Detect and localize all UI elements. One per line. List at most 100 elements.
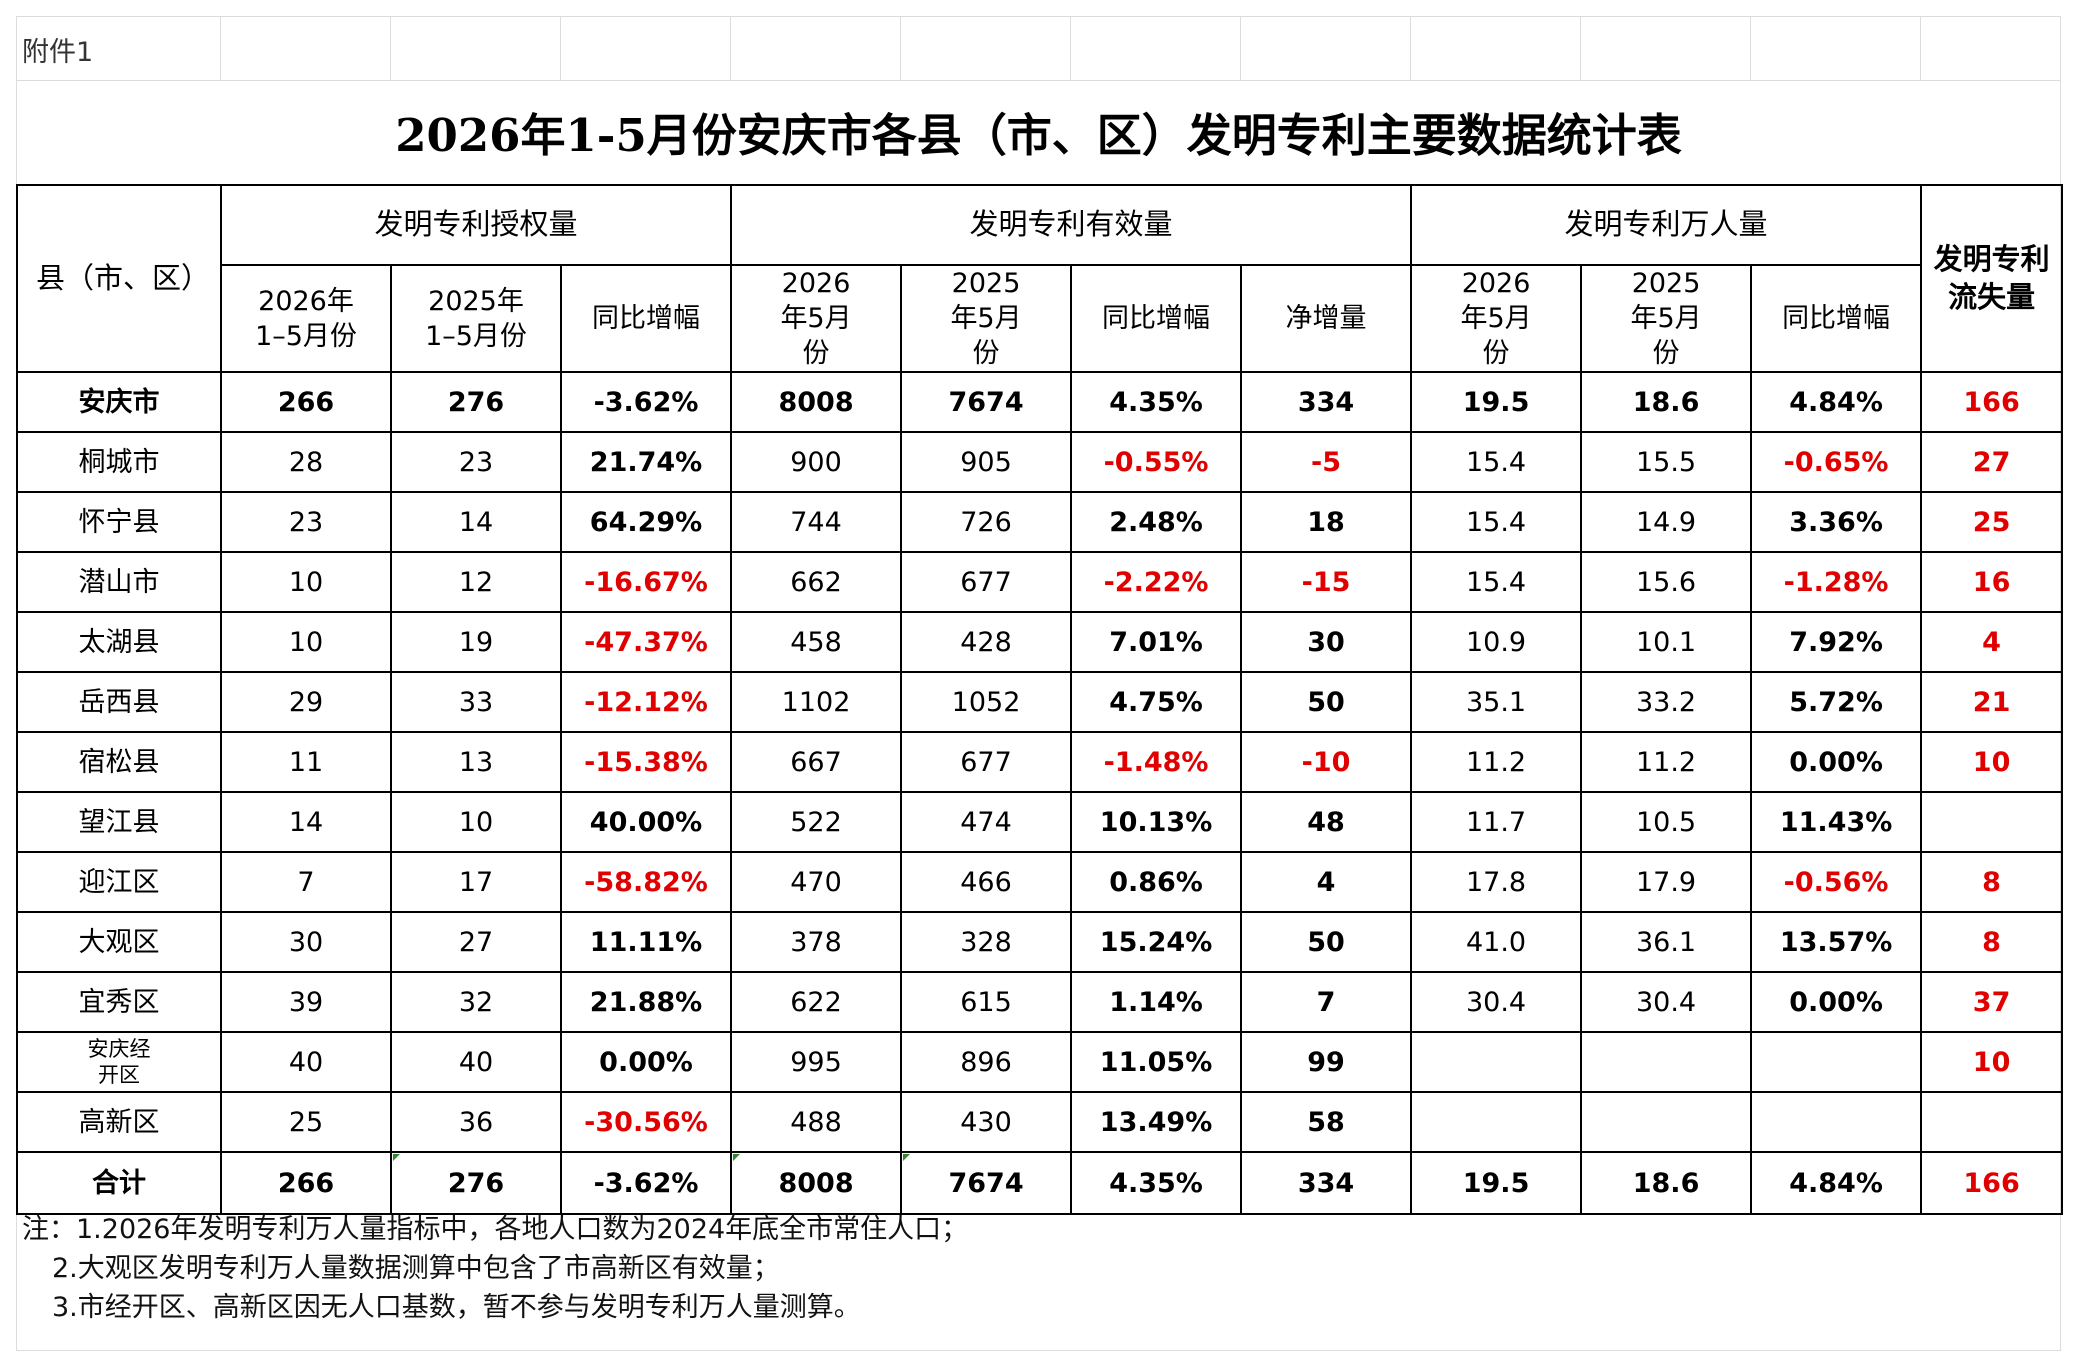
- cell-per-2026: 17.8: [1410, 851, 1583, 914]
- cell-auth-2026: 266: [220, 371, 392, 434]
- cell-valid-net: 30: [1240, 611, 1413, 674]
- cell-valid-yoy: 7.01%: [1070, 611, 1243, 674]
- header-auth-2026: 2026年1–5月份: [220, 263, 392, 374]
- footnote-3: 3.市经开区、高新区因无人口基数，暂不参与发明专利万人量测算。: [52, 1292, 861, 1323]
- header-valid-net: 净增量: [1240, 263, 1413, 374]
- cell-auth-2025: 13: [390, 731, 562, 794]
- cell-per-yoy: 0.00%: [1750, 731, 1923, 794]
- cell-valid-net: 48: [1240, 791, 1413, 854]
- cell-valid-yoy: -1.48%: [1070, 731, 1243, 794]
- cell-valid-yoy: -2.22%: [1070, 551, 1243, 614]
- cell-auth-yoy: -3.62%: [559, 371, 733, 434]
- cell-per-2026: 30.4: [1410, 971, 1583, 1034]
- cell-per-2025: [1580, 1031, 1753, 1094]
- cell-valid-net: 58: [1240, 1091, 1413, 1154]
- cell-valid-yoy: 15.24%: [1070, 911, 1243, 974]
- page-title: 2026年1-5月份安庆市各县（市、区）发明专利主要数据统计表: [395, 109, 1682, 162]
- header-row-columns: 2026年1–5月份 2025年1–5月份 同比增幅 2026年5月份 2025…: [17, 263, 2062, 374]
- cell-auth-yoy: -47.37%: [559, 611, 733, 674]
- region-name: 望江县: [16, 791, 222, 854]
- cell-auth-yoy: -16.67%: [559, 551, 733, 614]
- region-name: 安庆市: [16, 371, 222, 434]
- header-per-yoy: 同比增幅: [1750, 263, 1923, 374]
- cell-loss: [1920, 1091, 2064, 1154]
- cell-auth-yoy: -15.38%: [559, 731, 733, 794]
- cell-valid-2026: 470: [730, 851, 903, 914]
- cell-per-2026: 19.5: [1410, 1151, 1583, 1216]
- region-name: 合计: [16, 1151, 222, 1216]
- cell-per-yoy: 7.92%: [1750, 611, 1923, 674]
- table-row: 合计 266 276 -3.62% 8008 7674 4.35% 334 19.5 18.6 4.…: [16, 1151, 2064, 1216]
- cell-valid-yoy: 11.05%: [1070, 1031, 1243, 1094]
- header-per-2026: 2026年5月份: [1410, 263, 1583, 374]
- cell-per-2025: 18.6: [1580, 371, 1753, 434]
- table-row: 宿松县 11 13 -15.38% 667 677 -1.48% -10 11.2 11.2 0.0…: [16, 731, 2064, 794]
- cell-valid-2025: 677: [900, 551, 1073, 614]
- cell-valid-2025: 474: [900, 791, 1073, 854]
- cell-auth-2025: 27: [390, 911, 562, 974]
- cell-per-yoy: 11.43%: [1750, 791, 1923, 854]
- cell-auth-yoy: 40.00%: [559, 791, 733, 854]
- region-name: 桐城市: [16, 431, 222, 494]
- cell-auth-2026: 10: [220, 611, 392, 674]
- cell-per-2026: 11.7: [1410, 791, 1583, 854]
- table-row: 太湖县 10 19 -47.37% 458 428 7.01% 30 10.9 10.1 7.92%…: [16, 611, 2064, 674]
- region-name: 安庆经开区: [16, 1031, 222, 1094]
- cell-per-yoy: 13.57%: [1750, 911, 1923, 974]
- cell-auth-yoy: -12.12%: [559, 671, 733, 734]
- header-valid-yoy: 同比增幅: [1070, 263, 1243, 374]
- header-group-authorized: 发明专利授权量: [219, 184, 733, 266]
- cell-per-2025: 30.4: [1580, 971, 1753, 1034]
- cell-per-2025: 33.2: [1580, 671, 1753, 734]
- cell-valid-net: 4: [1240, 851, 1413, 914]
- cell-auth-yoy: 21.74%: [559, 431, 733, 494]
- cell-auth-2025: 14: [390, 491, 562, 554]
- cell-per-2025: 15.5: [1580, 431, 1753, 494]
- table-row: 桐城市 28 23 21.74% 900 905 -0.55% -5 15.4 15.5 -0.65…: [16, 431, 2064, 494]
- cell-valid-yoy: 4.35%: [1070, 1151, 1243, 1216]
- cell-valid-2026: 8008: [730, 371, 903, 434]
- cell-per-yoy: 5.72%: [1750, 671, 1923, 734]
- cell-auth-2026: 30: [220, 911, 392, 974]
- cell-per-2025: 17.9: [1580, 851, 1753, 914]
- footnotes: 注：1.2026年发明专利万人量指标中，各地人口数为2024年底全市常住人口； …: [22, 1210, 968, 1327]
- cell-auth-2025: 10: [390, 791, 562, 854]
- cell-per-yoy: 4.84%: [1750, 1151, 1923, 1216]
- footnote-1: 注：1.2026年发明专利万人量指标中，各地人口数为2024年底全市常住人口；: [22, 1214, 969, 1245]
- cell-valid-2026: 488: [730, 1091, 903, 1154]
- cell-per-2026: [1410, 1031, 1583, 1094]
- cell-per-yoy: -0.65%: [1750, 431, 1923, 494]
- cell-valid-2025: 328: [900, 911, 1073, 974]
- region-name: 潜山市: [16, 551, 222, 614]
- cell-valid-net: 7: [1240, 971, 1413, 1034]
- cell-auth-2025: 276: [390, 371, 562, 434]
- cell-valid-net: 18: [1240, 491, 1413, 554]
- table-row: 安庆经开区 40 40 0.00% 995 896 11.05% 99 10: [16, 1031, 2064, 1094]
- cell-valid-2026: 8008: [730, 1151, 903, 1216]
- cell-valid-2025: 428: [900, 611, 1073, 674]
- cell-valid-2025: 677: [900, 731, 1073, 794]
- cell-auth-2026: 25: [220, 1091, 392, 1154]
- cell-valid-yoy: 4.75%: [1070, 671, 1243, 734]
- table-row: 宜秀区 39 32 21.88% 622 615 1.14% 7 30.4 30.4 0.00% 37: [16, 971, 2064, 1034]
- cell-auth-yoy: 21.88%: [559, 971, 733, 1034]
- cell-valid-net: -5: [1240, 431, 1413, 494]
- cell-per-2026: 35.1: [1410, 671, 1583, 734]
- cell-per-2025: 10.5: [1580, 791, 1753, 854]
- cell-loss: [1920, 791, 2064, 854]
- cell-auth-2025: 17: [390, 851, 562, 914]
- cell-loss: 25: [1920, 491, 2064, 554]
- cell-auth-2025: 19: [390, 611, 562, 674]
- cell-auth-2026: 39: [220, 971, 392, 1034]
- cell-per-2025: 10.1: [1580, 611, 1753, 674]
- table-row: 岳西县 29 33 -12.12% 1102 1052 4.75% 50 35.1 33.2 5.7…: [16, 671, 2064, 734]
- cell-auth-2026: 11: [220, 731, 392, 794]
- cell-valid-yoy: 2.48%: [1070, 491, 1243, 554]
- region-name: 宜秀区: [16, 971, 222, 1034]
- cell-valid-net: 334: [1240, 1151, 1413, 1216]
- table-row: 高新区 25 36 -30.56% 488 430 13.49% 58: [16, 1091, 2064, 1154]
- table-row: 安庆市 266 276 -3.62% 8008 7674 4.35% 334 19.5 18.6 4…: [16, 371, 2064, 434]
- cell-loss: 21: [1920, 671, 2064, 734]
- cell-auth-2025: 36: [390, 1091, 562, 1154]
- header-group-per10k: 发明专利万人量: [1410, 184, 1923, 266]
